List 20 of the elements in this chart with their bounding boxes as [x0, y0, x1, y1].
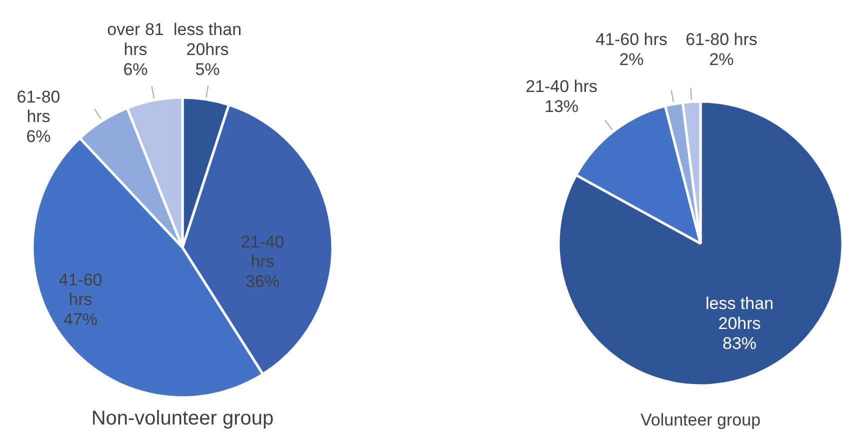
data-label: 6% — [26, 127, 51, 146]
slice-label: 21-40 hrs — [240, 232, 284, 271]
data-label: 47% — [63, 310, 98, 329]
data-label: 5% — [195, 60, 220, 79]
data-label: 2% — [709, 50, 734, 69]
slice-label: 61-80 hrs — [686, 30, 758, 49]
slice-label: 41-60 hrs — [58, 270, 102, 309]
data-label: 2% — [619, 50, 644, 69]
data-label: 83% — [722, 334, 757, 353]
data-label: 13% — [544, 97, 579, 116]
data-label: 6% — [123, 60, 148, 79]
slice-label: 21-40 hrs — [526, 77, 598, 96]
data-label: 36% — [245, 272, 280, 291]
slice-label: less than 20hrs — [173, 20, 242, 59]
slice-label: over 81 hrs — [107, 20, 164, 59]
slice-label: less than 20hrs — [705, 294, 774, 333]
slice-label: 41-60 hrs — [596, 30, 668, 49]
text: Volunteer group — [640, 410, 761, 430]
text: Non-volunteer group — [91, 408, 274, 430]
slice-label: 61-80 hrs — [16, 88, 60, 126]
